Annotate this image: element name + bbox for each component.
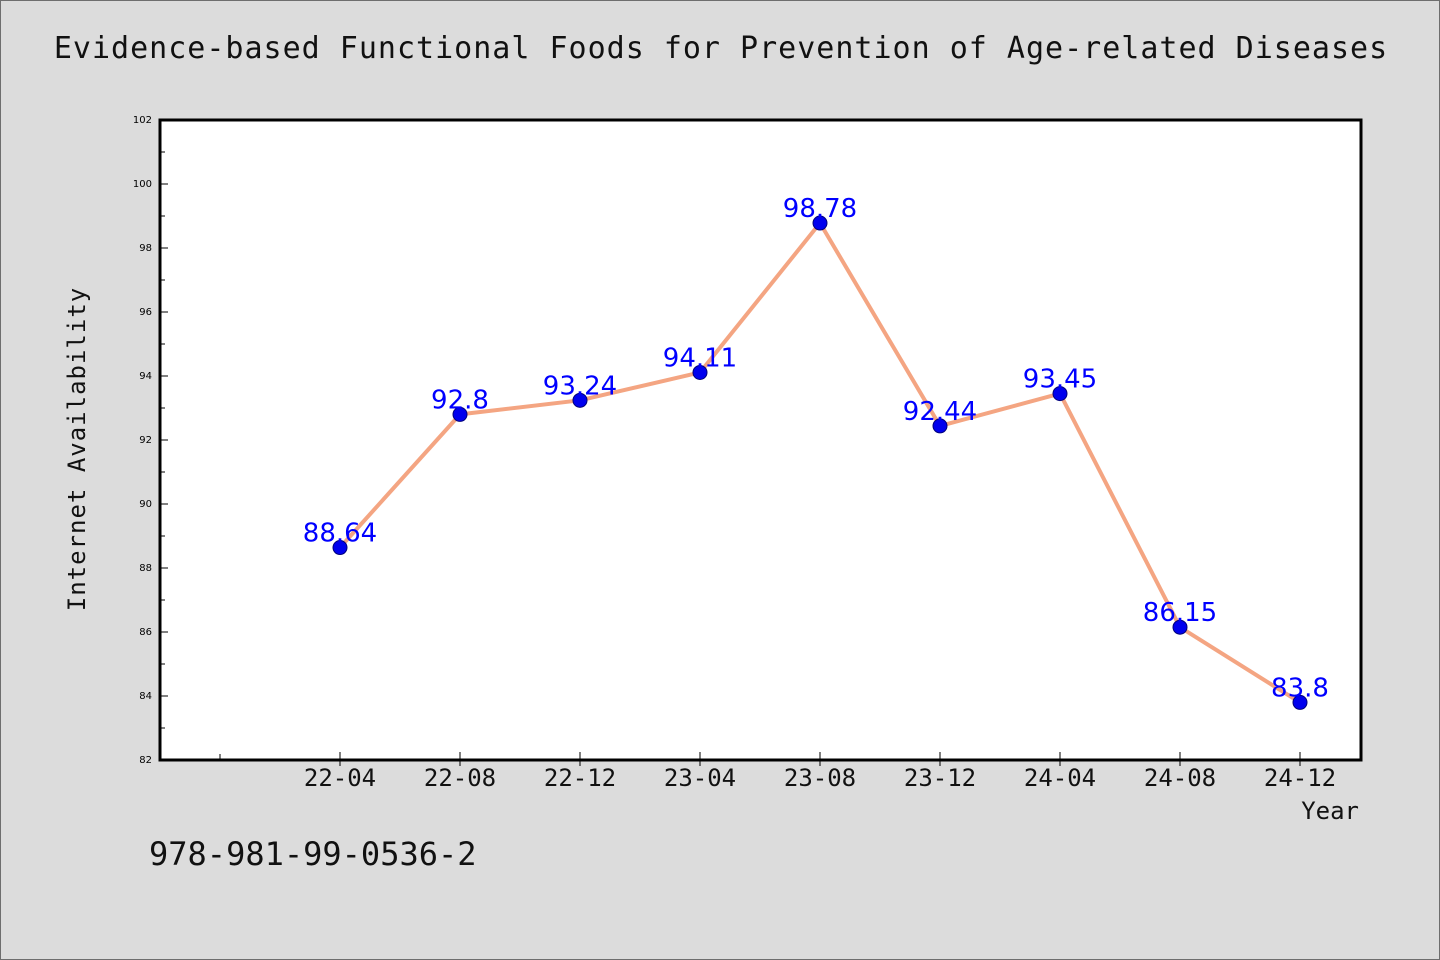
chart-title: Evidence-based Functional Foods for Prev… xyxy=(53,31,1389,66)
x-tick-label: 22-04 xyxy=(304,764,376,792)
data-point xyxy=(1172,619,1188,635)
plot-background xyxy=(160,120,1361,760)
x-tick-label: 22-08 xyxy=(424,764,496,792)
y-tick-label: 94 xyxy=(139,371,152,382)
data-point xyxy=(812,215,828,231)
data-label: 94.11 xyxy=(663,343,737,373)
y-tick-label: 100 xyxy=(133,179,152,190)
data-point xyxy=(932,418,948,434)
data-label: 92.44 xyxy=(903,397,977,427)
y-tick-label: 86 xyxy=(139,627,152,638)
data-label: 86.15 xyxy=(1143,598,1217,628)
x-tick-label: 24-08 xyxy=(1144,764,1216,792)
x-tick-label: 23-12 xyxy=(904,764,976,792)
data-label: 83.8 xyxy=(1271,673,1329,703)
data-point xyxy=(1292,694,1308,710)
data-point xyxy=(572,392,588,408)
x-tick-label: 23-08 xyxy=(784,764,856,792)
y-tick-label: 84 xyxy=(139,691,152,702)
y-tick-label: 92 xyxy=(139,435,152,446)
data-label: 93.24 xyxy=(543,371,617,401)
y-tick-label: 82 xyxy=(139,755,152,766)
isbn-text: 978-981-99-0536-2 xyxy=(149,835,477,873)
data-label: 93.45 xyxy=(1023,365,1097,395)
x-tick-label: 22-12 xyxy=(544,764,616,792)
data-label: 88.64 xyxy=(303,519,377,549)
y-tick-label: 98 xyxy=(139,243,152,254)
y-tick-label: 88 xyxy=(139,563,152,574)
plot-frame xyxy=(158,118,1363,762)
data-point xyxy=(332,540,348,556)
data-label: 92.8 xyxy=(431,385,489,415)
x-axis-label: Year xyxy=(1301,797,1359,825)
x-tick-label: 24-12 xyxy=(1264,764,1336,792)
data-label: 98.78 xyxy=(783,194,857,224)
x-tick-label: 24-04 xyxy=(1024,764,1096,792)
data-point xyxy=(452,406,468,422)
y-tick-label: 96 xyxy=(139,307,152,318)
data-point xyxy=(692,364,708,380)
y-tick-label: 90 xyxy=(139,499,152,510)
x-tick-label: 23-04 xyxy=(664,764,736,792)
y-tick-label: 102 xyxy=(133,115,152,126)
data-point xyxy=(1052,386,1068,402)
